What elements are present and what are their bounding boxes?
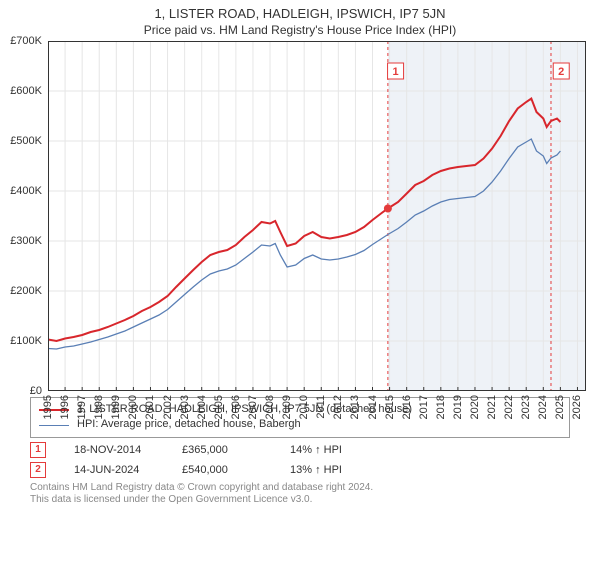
x-tick-label: 2014 — [367, 395, 379, 419]
x-tick-label: 2004 — [196, 395, 208, 419]
x-tick-label: 1995 — [42, 395, 54, 419]
event-delta: 14% ↑ HPI — [290, 444, 370, 456]
events-table: 1 18-NOV-2014 £365,000 14% ↑ HPI 2 14-JU… — [30, 442, 570, 478]
event-price: £365,000 — [182, 444, 262, 456]
x-tick-label: 2021 — [486, 395, 498, 419]
x-tick-label: 2010 — [298, 395, 310, 419]
x-tick-label: 2006 — [230, 395, 242, 419]
x-tick-label: 2003 — [179, 395, 191, 419]
y-tick-label: £0 — [30, 385, 42, 397]
event-row: 2 14-JUN-2024 £540,000 13% ↑ HPI — [30, 462, 570, 478]
x-tick-label: 1996 — [59, 395, 71, 419]
x-tick-label: 2001 — [144, 395, 156, 419]
x-tick-label: 2018 — [435, 395, 447, 419]
x-tick-label: 2016 — [401, 395, 413, 419]
event-row: 1 18-NOV-2014 £365,000 14% ↑ HPI — [30, 442, 570, 458]
x-tick-label: 2020 — [469, 395, 481, 419]
y-tick-label: £700K — [10, 35, 42, 47]
event-price: £540,000 — [182, 464, 262, 476]
svg-text:2: 2 — [558, 66, 564, 78]
x-tick-label: 2008 — [264, 395, 276, 419]
footnote-line: This data is licensed under the Open Gov… — [30, 494, 570, 507]
chart-plot-area: 12 £0£100K£200K£300K£400K£500K£600K£700K… — [48, 41, 586, 391]
x-tick-label: 2011 — [315, 395, 327, 419]
chart-container: 1, LISTER ROAD, HADLEIGH, IPSWICH, IP7 5… — [0, 6, 600, 566]
y-tick-label: £300K — [10, 235, 42, 247]
event-date: 18-NOV-2014 — [74, 444, 154, 456]
x-tick-label: 2013 — [349, 395, 361, 419]
x-tick-label: 2019 — [452, 395, 464, 419]
chart-title: 1, LISTER ROAD, HADLEIGH, IPSWICH, IP7 5… — [0, 6, 600, 21]
svg-text:1: 1 — [393, 66, 399, 78]
x-tick-label: 2024 — [537, 395, 549, 419]
x-tick-label: 2026 — [571, 395, 583, 419]
x-tick-label: 2012 — [332, 395, 344, 419]
legend-label: HPI: Average price, detached house, Babe… — [77, 417, 301, 432]
x-tick-label: 2023 — [520, 395, 532, 419]
footnote-line: Contains HM Land Registry data © Crown c… — [30, 482, 570, 495]
y-tick-label: £400K — [10, 185, 42, 197]
chart-subtitle: Price paid vs. HM Land Registry's House … — [0, 23, 600, 37]
x-tick-label: 1997 — [76, 395, 88, 419]
legend-swatch — [39, 425, 69, 426]
footnote: Contains HM Land Registry data © Crown c… — [30, 482, 570, 507]
x-tick-label: 2002 — [162, 395, 174, 419]
x-tick-label: 2007 — [247, 395, 259, 419]
chart-svg: 12 — [48, 41, 586, 391]
event-date: 14-JUN-2024 — [74, 464, 154, 476]
event-marker-icon: 2 — [30, 462, 46, 478]
legend-row: HPI: Average price, detached house, Babe… — [39, 417, 561, 432]
x-tick-label: 2000 — [127, 395, 139, 419]
event-marker-icon: 1 — [30, 442, 46, 458]
x-tick-label: 1999 — [110, 395, 122, 419]
x-tick-label: 2015 — [384, 395, 396, 419]
y-tick-label: £600K — [10, 85, 42, 97]
x-tick-label: 2017 — [418, 395, 430, 419]
x-tick-label: 2025 — [554, 395, 566, 419]
x-tick-label: 1998 — [93, 395, 105, 419]
x-tick-label: 2009 — [281, 395, 293, 419]
x-tick-label: 2022 — [503, 395, 515, 419]
y-tick-label: £500K — [10, 135, 42, 147]
event-delta: 13% ↑ HPI — [290, 464, 370, 476]
x-tick-label: 2005 — [213, 395, 225, 419]
y-tick-label: £100K — [10, 335, 42, 347]
y-tick-label: £200K — [10, 285, 42, 297]
